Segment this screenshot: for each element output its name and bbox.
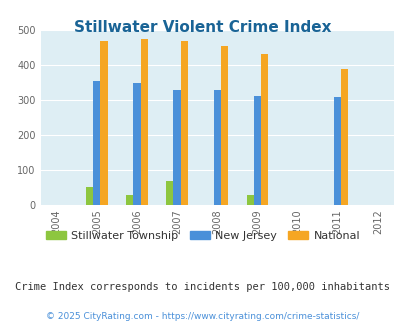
Bar [220, 46, 228, 205]
Bar [93, 82, 100, 205]
Bar [340, 69, 347, 205]
Bar [333, 97, 340, 205]
Legend: Stillwater Township, New Jersey, National: Stillwater Township, New Jersey, Nationa… [41, 226, 364, 245]
Bar [126, 195, 133, 205]
Bar [253, 96, 260, 205]
Bar [166, 181, 173, 205]
Text: Stillwater Violent Crime Index: Stillwater Violent Crime Index [74, 20, 331, 35]
Bar [213, 90, 220, 205]
Text: © 2025 CityRating.com - https://www.cityrating.com/crime-statistics/: © 2025 CityRating.com - https://www.city… [46, 312, 359, 321]
Bar [173, 90, 180, 205]
Bar [246, 195, 253, 205]
Bar [180, 41, 188, 205]
Bar [133, 82, 140, 205]
Bar [86, 187, 93, 205]
Text: Crime Index corresponds to incidents per 100,000 inhabitants: Crime Index corresponds to incidents per… [15, 282, 390, 292]
Bar [140, 39, 147, 205]
Bar [260, 54, 268, 205]
Bar [100, 41, 107, 205]
